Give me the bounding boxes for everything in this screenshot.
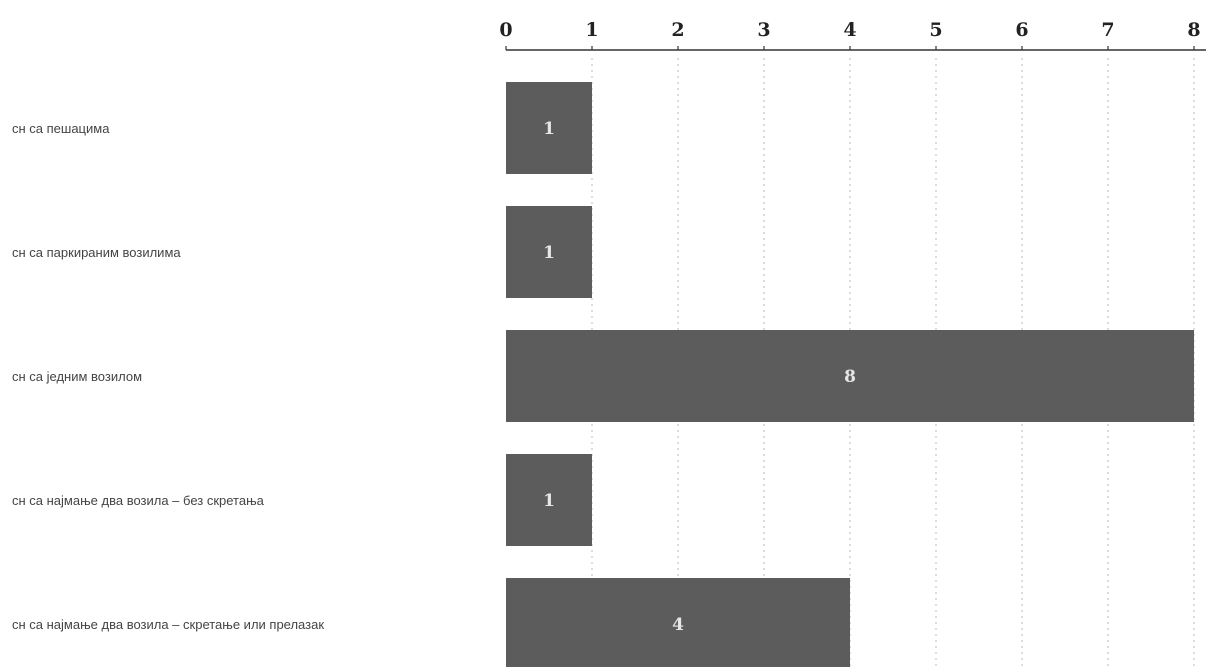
bar [506, 330, 1194, 422]
x-tick-label: 5 [929, 19, 942, 41]
x-tick-label: 6 [1015, 19, 1028, 41]
category-label: сн са једним возилом [12, 369, 142, 384]
data-label: 1 [543, 119, 555, 139]
category-label: сн са пешацима [12, 121, 110, 136]
x-tick-label: 3 [757, 19, 770, 41]
category-label: сн са најмање два возила – без скретања [12, 493, 265, 508]
x-tick-label: 8 [1187, 19, 1200, 41]
x-axis-ticks: 0 1 2 3 4 5 6 7 8 [499, 19, 1201, 50]
bar [506, 206, 592, 298]
category-label: сн са најмање два возила – скретање или … [12, 617, 324, 632]
x-tick-label: 1 [585, 19, 598, 41]
x-tick-label: 4 [843, 19, 856, 41]
data-labels: 1 1 8 1 4 [543, 119, 856, 635]
bar [506, 82, 592, 174]
x-tick-label: 0 [499, 19, 512, 41]
x-tick-label: 7 [1101, 19, 1114, 41]
category-labels: сн са пешацима сн са паркираним возилима с… [12, 121, 324, 632]
category-label: сн са паркираним возилима [12, 245, 181, 260]
data-label: 8 [844, 367, 856, 387]
bars [506, 82, 1194, 667]
x-tick-label: 2 [671, 19, 684, 41]
data-label: 1 [543, 491, 555, 511]
bar [506, 454, 592, 546]
bar [506, 578, 850, 667]
data-label: 1 [543, 243, 555, 263]
data-label: 4 [672, 615, 684, 635]
